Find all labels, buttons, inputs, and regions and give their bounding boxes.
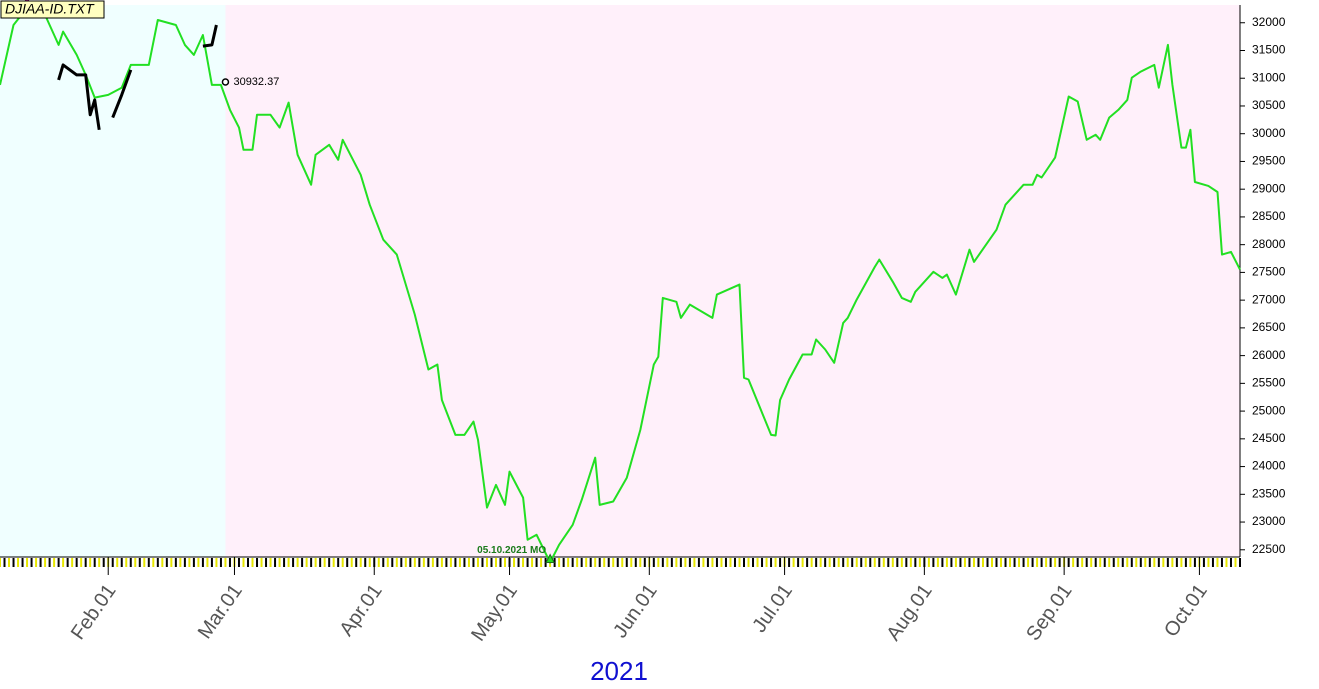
x-tick-label: Apr.01 [335,580,386,640]
y-tick-label: 31500 [1252,43,1286,57]
chart-title: DJIAA-ID.TXT [5,1,95,17]
y-tick-label: 24000 [1252,459,1286,473]
y-tick-label: 31000 [1252,70,1286,84]
actual-region [0,5,226,557]
y-tick-label: 28000 [1252,237,1286,251]
y-tick-label: 25000 [1252,403,1286,417]
x-tick-label: Jun.01 [609,580,661,642]
last-point [221,78,230,86]
y-tick-label: 28500 [1252,209,1286,223]
y-tick-label: 29000 [1252,181,1286,195]
last-value-label: 30932.37 [233,76,279,88]
low-marker [545,553,555,564]
x-tick-label: May.01 [467,580,522,645]
series-line [0,6,1241,564]
forecast-region [225,5,1241,557]
y-tick-label: 26500 [1252,320,1286,334]
y-tick-label: 30500 [1252,98,1286,112]
y-tick-label: 23000 [1252,514,1286,528]
x-axis-label: 2021 [590,656,648,686]
x-tick-label: Sep.01 [1022,580,1076,645]
y-tick-label: 25500 [1252,376,1286,390]
x-tick-label: Feb.01 [67,580,121,644]
x-tick-label: Mar.01 [194,580,247,643]
y-tick-label: 32000 [1252,15,1286,29]
y-tick-label: 27000 [1252,292,1286,306]
y-tick-label: 26000 [1252,348,1286,362]
x-tick-label: Aug.01 [882,580,936,645]
x-tick-label: Oct.01 [1160,580,1212,641]
y-tick-label: 29500 [1252,154,1286,168]
plot-background [0,5,1241,557]
y-tick-label: 22500 [1252,542,1286,556]
low-annotation: 05.10.2021 MO [477,545,546,556]
title-box [0,0,105,19]
x-tick-label: Jul.01 [748,580,797,636]
y-tick-label: 23500 [1252,486,1286,500]
y-tick-label: 24500 [1252,431,1286,445]
y-tick-label: 30000 [1252,126,1286,140]
y-tick-label: 27500 [1252,265,1286,279]
